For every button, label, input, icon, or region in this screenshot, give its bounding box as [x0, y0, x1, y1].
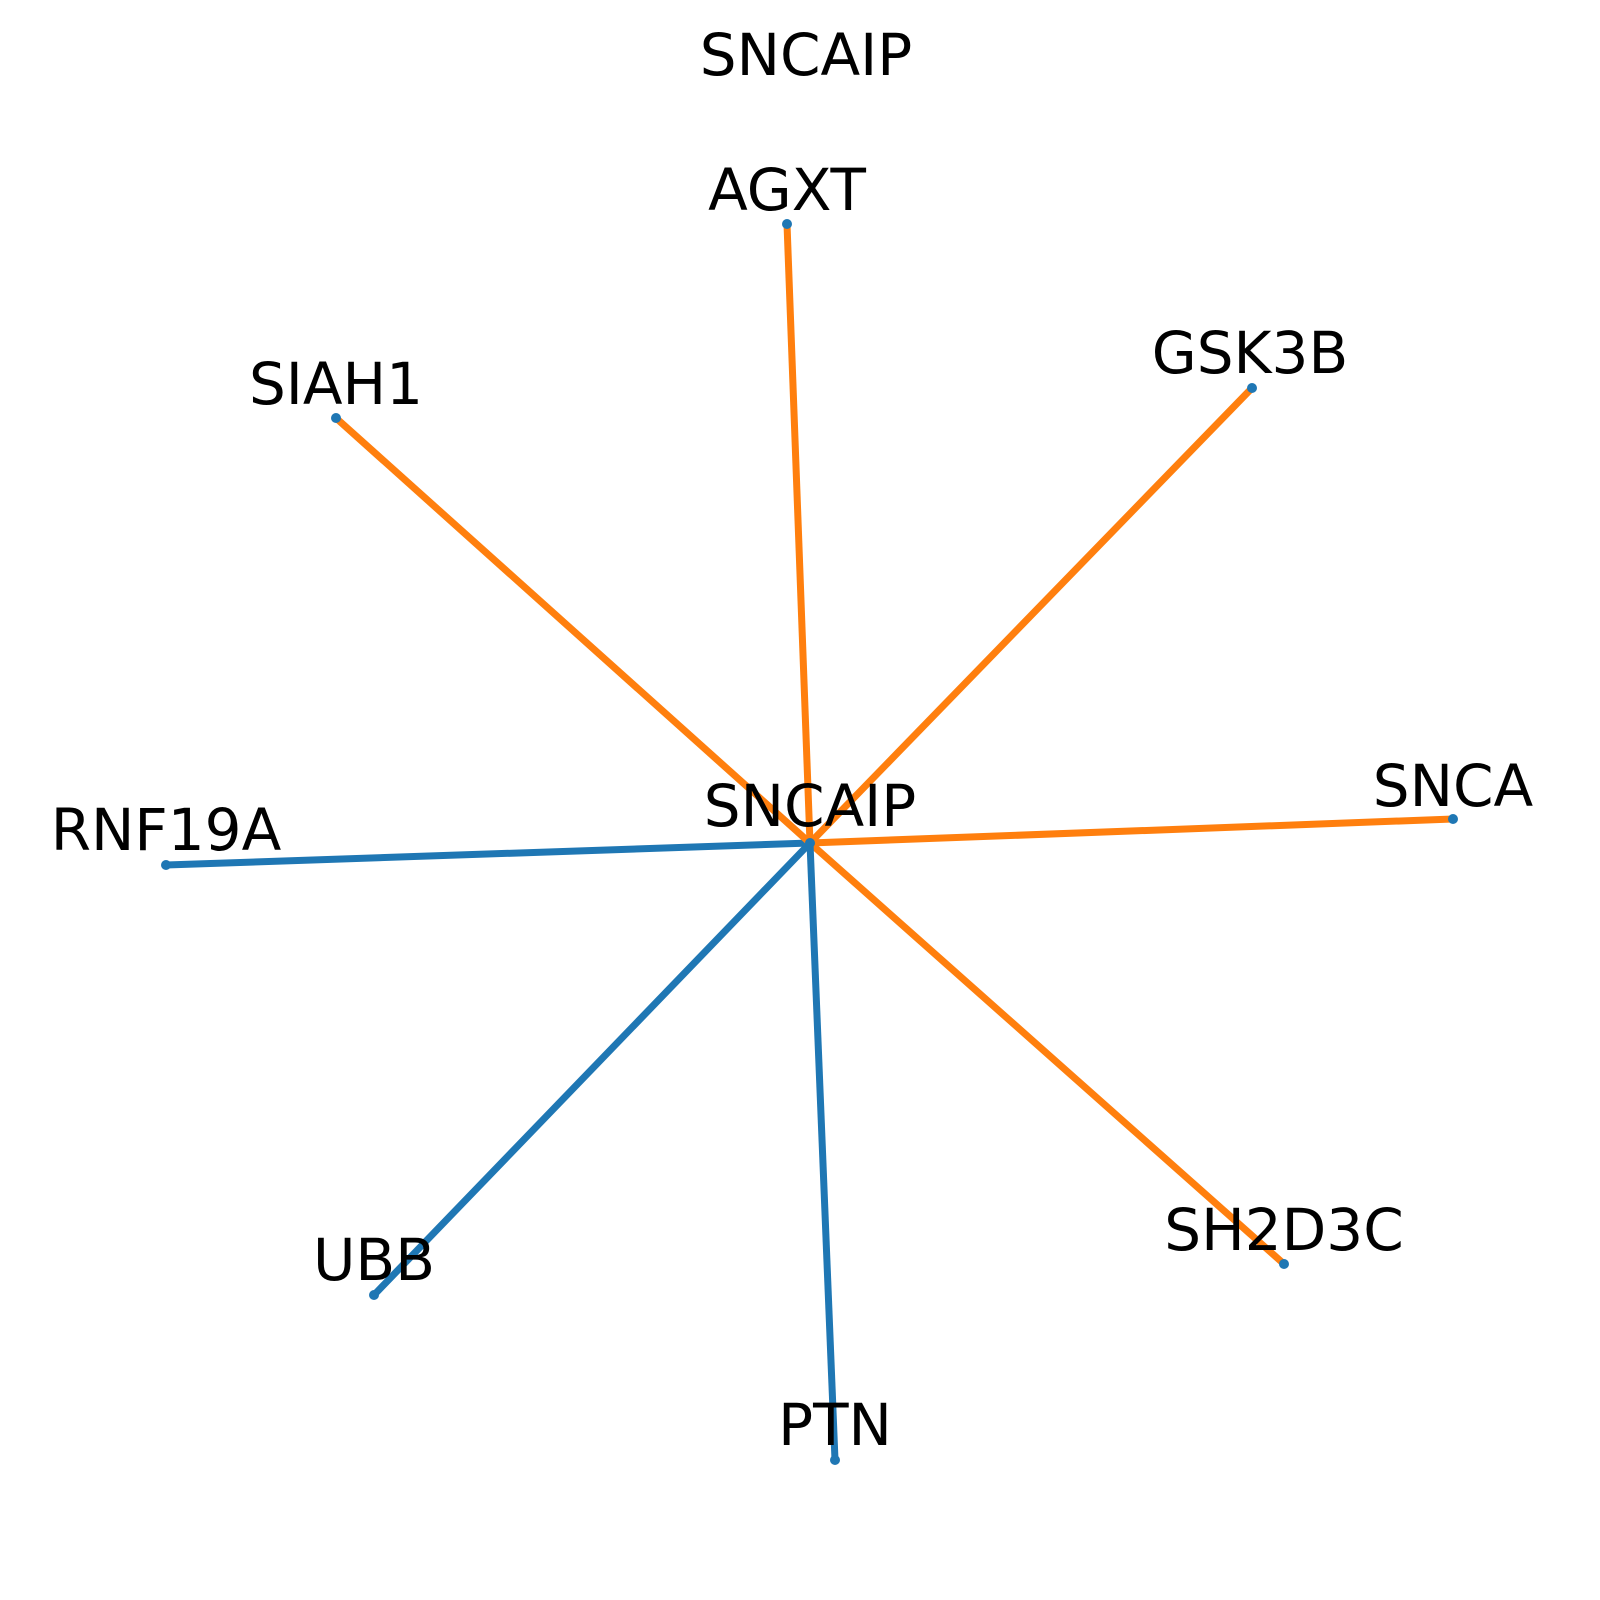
node-ptn	[830, 1455, 840, 1465]
node-siah1	[331, 413, 341, 423]
node-label-snca: SNCA	[1373, 752, 1534, 820]
node-snca	[1448, 814, 1458, 824]
edge-sncaip-gsk3b	[807, 385, 1255, 846]
nodes-layer	[161, 219, 1458, 1465]
center-node	[805, 838, 815, 848]
node-label-sh2d3c: SH2D3C	[1164, 1196, 1403, 1264]
edge-sncaip-rnf19a	[165, 839, 811, 869]
node-label-ptn: PTN	[778, 1391, 892, 1459]
node-ubb	[369, 1290, 379, 1300]
edge-sncaip-ptn	[806, 842, 839, 1461]
edge-sncaip-agxt	[783, 223, 814, 844]
node-label-rnf19a: RNF19A	[51, 796, 282, 864]
node-label-siah1: SIAH1	[249, 350, 423, 418]
edge-sncaip-ubb	[371, 840, 813, 1298]
diagram-title: SNCAIP	[700, 21, 912, 89]
node-label-ubb: UBB	[313, 1226, 435, 1294]
node-label-gsk3b: GSK3B	[1152, 319, 1349, 387]
labels-layer: SNCAIP SNCAIP AGXT GSK3B SNCA SH2D3C PTN UBB R…	[51, 21, 1534, 1459]
edge-sncaip-snca	[809, 815, 1454, 847]
edges-layer	[165, 223, 1454, 1461]
node-agxt	[782, 219, 792, 229]
node-gsk3b	[1247, 383, 1257, 393]
node-sh2d3c	[1279, 1259, 1289, 1269]
node-rnf19a	[161, 860, 171, 870]
node-label-agxt: AGXT	[708, 156, 866, 224]
center-node-label: SNCAIP	[704, 772, 916, 840]
edge-sncaip-sh2d3c	[807, 840, 1287, 1267]
edge-sncaip-siah1	[333, 415, 813, 846]
